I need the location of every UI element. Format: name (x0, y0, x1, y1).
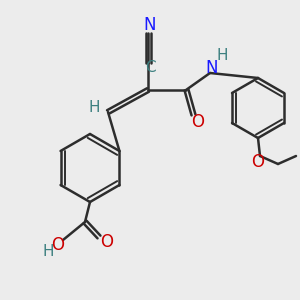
Text: O: O (251, 153, 265, 171)
Text: H: H (216, 49, 228, 64)
Text: N: N (144, 16, 156, 34)
Text: N: N (206, 59, 218, 77)
Text: H: H (88, 100, 100, 115)
Text: H: H (42, 244, 54, 260)
Text: O: O (191, 113, 205, 131)
Text: O: O (52, 236, 64, 254)
Text: O: O (100, 233, 113, 251)
Text: C: C (145, 61, 155, 76)
